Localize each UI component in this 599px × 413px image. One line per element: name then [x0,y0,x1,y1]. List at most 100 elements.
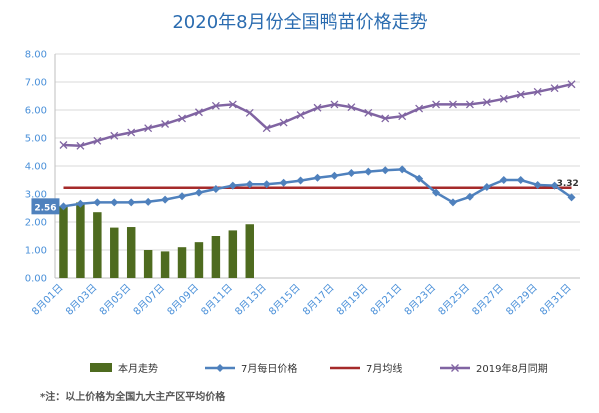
point-2019-august [228,100,237,109]
point-july-daily [448,198,457,207]
point-2019-august [161,120,170,128]
point-2019-august [449,100,457,109]
point-2019-august [296,111,305,119]
point-2019-august [364,108,373,117]
point-july-daily [245,180,254,189]
point-july-daily [516,176,525,184]
point-2019-august [516,90,525,99]
x-tick-label: 8月19日 [334,282,370,318]
point-july-daily [279,178,288,187]
data-label: 2.56 [34,203,56,213]
point-july-daily [330,171,339,180]
x-tick-label: 8月29日 [504,282,540,318]
x-tick-label: 8月13日 [233,282,269,318]
point-july-daily [161,195,170,204]
point-2019-august [76,141,85,150]
point-2019-august [93,136,102,145]
point-july-daily [313,173,322,182]
point-july-daily [567,193,576,202]
point-july-daily [93,198,102,207]
legend-label: 本月走势 [118,362,158,375]
point-2019-august [211,101,220,110]
y-tick-label: 4.00 [25,162,47,173]
legend: 本月走势 7月每日价格 7月均线 2019年8月同期 [90,362,548,375]
point-july-daily [533,181,542,190]
x-tick-label: 8月11日 [199,282,235,318]
x-tick-label: 8月27日 [470,282,506,318]
x-tick-label: 8月01日 [29,282,65,318]
point-2019-august [127,128,136,137]
x-axis-ticks: 8月01日8月03日8月05日8月07日8月09日8月11日8月13日8月15日… [29,282,573,318]
bar [211,236,221,278]
point-2019-august [398,112,407,121]
legend-marker [216,364,224,372]
point-2019-august [415,104,424,113]
bar [177,247,187,278]
point-2019-august [330,100,339,109]
data-label-box [31,198,60,215]
y-tick-label: 5.00 [25,134,47,145]
point-2019-august [110,131,119,140]
bar [126,227,136,278]
point-2019-august [262,124,271,133]
point-july-daily [465,192,474,201]
point-july-daily [499,176,508,184]
y-tick-label: 7.00 [25,78,47,89]
y-tick-label: 3.00 [25,190,47,201]
point-2019-august [178,114,186,123]
bar [160,251,170,278]
bar [228,230,238,278]
series-line-2019-august [63,82,572,148]
x-tick-label: 8月17日 [300,282,336,318]
point-july-daily [144,197,153,206]
y-tick-label: 6.00 [25,106,47,117]
chart-title: 2020年8月份全国鸭苗价格走势 [172,12,427,33]
point-2019-august [482,98,491,107]
x-tick-label: 8月05日 [97,282,133,318]
footnote: *注：以上价格为全国九大主产区平均价格 [40,390,226,403]
point-2019-august [550,84,559,93]
bar-series [59,202,254,278]
x-tick-label: 8月03日 [63,282,99,318]
point-2019-august [59,141,68,149]
point-2019-august [279,118,288,127]
point-2019-august [313,103,322,112]
data-labels: 2.56 3.32 [31,179,579,215]
data-label: 3.32 [557,179,579,189]
legend-label: 2019年8月同期 [476,362,548,375]
bar [93,212,102,278]
point-july-daily [262,180,271,189]
point-2019-august [245,108,254,117]
bar [143,250,153,278]
legend-label: 7月每日价格 [241,362,297,375]
point-july-daily [211,184,220,193]
point-2019-august [381,114,390,123]
legend-marker [451,364,459,372]
y-tick-label: 1.00 [25,246,47,257]
point-july-daily [347,169,356,177]
y-axis-ticks: 0.00 1.00 2.00 3.00 4.00 5.00 6.00 7.00 8.00 [25,50,47,285]
point-2019-august [432,100,441,109]
point-2019-august [499,94,508,103]
x-tick-label: 8月07日 [131,282,167,318]
point-july-daily [398,165,407,174]
point-july-daily [76,199,85,208]
x-tick-label: 8月31日 [538,282,574,318]
point-july-daily [110,198,119,207]
x-tick-label: 8月09日 [165,282,201,318]
point-july-daily [194,188,203,197]
point-july-daily [415,174,424,183]
x-tick-label: 8月15日 [267,282,303,318]
bar [59,206,68,278]
point-2019-august [533,87,542,96]
point-july-daily [178,192,187,201]
bar [245,224,254,278]
x-tick-label: 8月25日 [436,282,472,318]
point-july-daily [432,188,441,197]
bar [76,202,85,278]
point-july-daily [364,167,373,176]
legend-swatch-bar [90,363,112,372]
y-tick-label: 2.00 [25,218,47,229]
point-july-daily [127,198,136,207]
